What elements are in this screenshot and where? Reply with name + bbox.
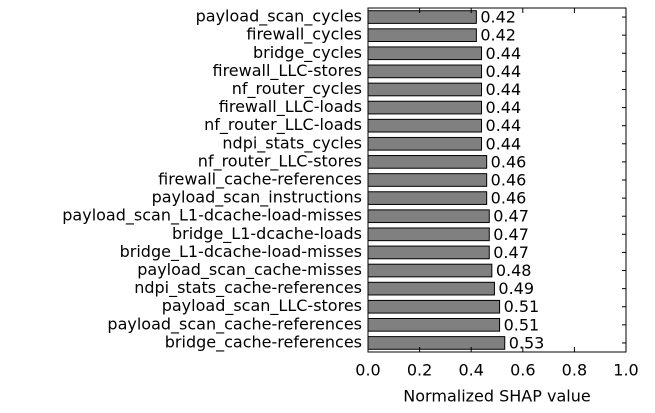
bar [367,318,501,332]
y-tick-label: nf_router_LLC-stores [198,151,362,171]
bar [367,10,477,24]
bar [367,100,483,115]
value-label: 0.44 [486,80,522,99]
x-axis-label: Normalized SHAP value [403,387,590,406]
y-tick-label: ndpi_stats_cycles [222,133,362,153]
value-label: 0.47 [493,225,529,244]
y-tick-label: bridge_cycles [253,43,362,63]
bar [367,136,483,151]
value-label: 0.44 [486,134,522,153]
bar [367,155,488,169]
y-tick-label: payload_scan_instructions [152,188,362,208]
value-label: 0.46 [491,189,527,208]
x-tick-label: 0.8 [562,361,587,380]
value-label: 0.44 [486,116,522,135]
value-label: 0.42 [480,26,516,45]
y-tick-label: payload_scan_cycles [196,7,362,27]
y-tick-label: payload_scan_cache-misses [137,260,362,280]
value-label: 0.51 [504,315,540,334]
plot-frame [367,7,627,353]
bar [367,82,483,97]
value-label: 0.46 [491,152,527,171]
bar [367,28,477,42]
value-label: 0.48 [496,261,532,280]
y-tick-label: nf_router_cycles [232,79,362,99]
y-tick-label: firewall_cache-references [158,170,362,190]
y-tick-label: bridge_L1-dcache-load-misses [120,242,362,262]
bar [367,245,490,260]
bar [367,191,488,205]
bar [367,209,490,224]
value-label: 0.44 [486,62,522,81]
bar [367,263,493,278]
bar [367,281,495,296]
x-tick-label: 0.0 [355,361,380,380]
y-tick-label: payload_scan_LLC-stores [162,296,362,316]
bar [367,227,490,242]
value-label: 0.44 [486,98,522,117]
bar [367,336,506,350]
y-tick-label: firewall_cycles [246,25,362,45]
x-tick-label: 0.6 [510,361,535,380]
value-label: 0.44 [486,44,522,63]
y-tick-label: firewall_LLC-stores [212,61,362,81]
value-label: 0.46 [491,171,527,190]
x-tick-label: 0.2 [407,361,432,380]
value-label: 0.47 [493,243,529,262]
value-label: 0.42 [480,8,516,27]
bar [367,64,483,79]
y-tick-label: ndpi_stats_cache-references [134,278,362,298]
y-tick-label: nf_router_LLC-loads [204,115,362,135]
value-label: 0.51 [504,297,540,316]
y-tick-label: bridge_L1-dcache-loads [172,224,362,244]
x-tick-label: 0.4 [458,361,483,380]
bar [367,173,488,187]
bar [367,299,501,314]
value-label: 0.53 [509,333,545,352]
y-tick-label: payload_scan_L1-dcache-load-misses [62,206,362,226]
bar [367,118,483,133]
bar [367,46,483,61]
value-label: 0.47 [493,207,529,226]
y-tick-label: payload_scan_cache-references [107,314,362,334]
y-tick-label: firewall_LLC-loads [219,97,362,117]
value-label: 0.49 [498,279,534,298]
x-tick-label: 1.0 [613,361,638,380]
y-tick-label: bridge_cache-references [165,332,362,352]
